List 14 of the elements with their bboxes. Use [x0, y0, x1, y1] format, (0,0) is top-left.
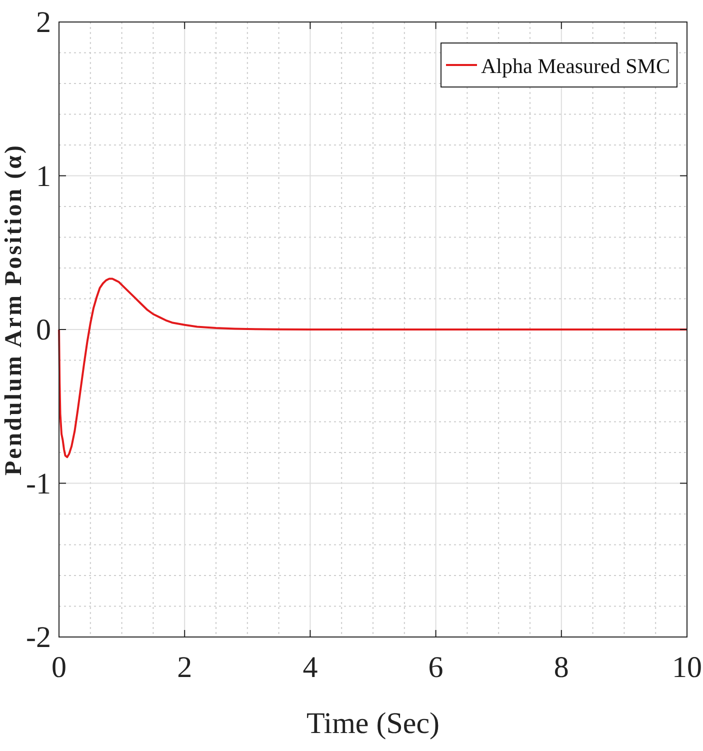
- x-tick-label: 10: [672, 651, 702, 684]
- y-tick-label: 1: [36, 160, 51, 193]
- x-tick-label: 2: [177, 651, 192, 684]
- y-axis-title: Pendulum Arm Position (α): [1, 143, 27, 476]
- x-tick-label: 4: [302, 651, 318, 684]
- y-tick-label: 0: [36, 314, 51, 346]
- x-tick-label: 6: [428, 651, 444, 684]
- x-axis-title: Time (Sec): [306, 707, 440, 740]
- legend-label: Alpha Measured SMC: [481, 54, 670, 78]
- line-series: [58, 278, 688, 458]
- y-tick-label: -2: [26, 621, 51, 654]
- y-tick-label: 2: [36, 6, 51, 39]
- y-tick-label: -1: [26, 467, 51, 500]
- x-tick-label: 8: [554, 651, 569, 684]
